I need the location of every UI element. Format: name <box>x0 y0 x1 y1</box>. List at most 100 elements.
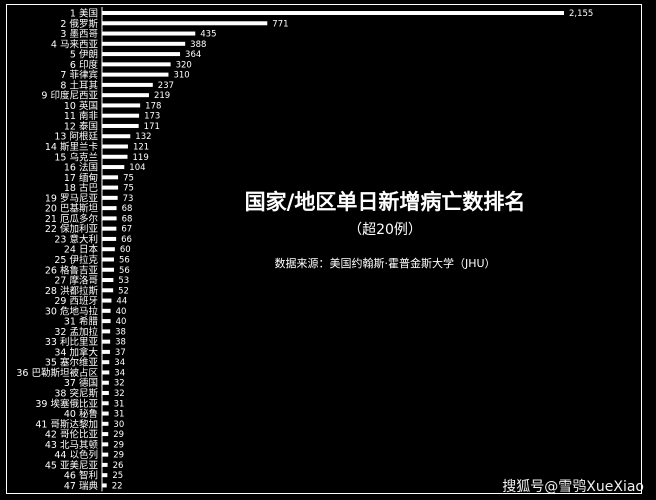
category-label: 45 亚美尼亚 <box>45 459 99 471</box>
category-label: 43 北马其顿 <box>45 439 99 451</box>
bar <box>102 452 109 457</box>
value-label: 34 <box>114 368 125 378</box>
category-label: 46 智利 <box>64 470 98 482</box>
value-label: 32 <box>114 379 125 389</box>
value-label: 75 <box>123 173 134 183</box>
bar <box>102 401 109 406</box>
value-label: 121 <box>133 143 149 153</box>
bar <box>102 432 109 437</box>
bar <box>102 216 117 221</box>
category-label: 27 摩洛哥 <box>54 275 98 287</box>
bar <box>102 462 108 467</box>
value-label: 40 <box>116 317 127 327</box>
bar <box>102 31 196 36</box>
value-label: 237 <box>158 81 174 91</box>
category-label: 16 法国 <box>64 162 98 174</box>
category-label: 5 伊朗 <box>70 49 98 61</box>
bar <box>102 144 128 149</box>
value-label: 38 <box>115 338 126 348</box>
category-label: 11 南非 <box>64 110 99 122</box>
value-label: 2,155 <box>569 9 593 19</box>
bar <box>102 339 111 344</box>
category-label: 39 埃塞俄比亚 <box>35 398 98 410</box>
bar <box>102 360 110 365</box>
bar <box>102 185 119 190</box>
value-label: 52 <box>118 286 129 296</box>
category-label: 14 斯里兰卡 <box>45 141 99 153</box>
value-label: 37 <box>115 348 126 358</box>
chart-frame <box>6 4 642 494</box>
bar <box>102 442 109 447</box>
bar <box>102 134 131 139</box>
category-label: 25 伊拉克 <box>54 254 98 266</box>
bar <box>102 473 108 478</box>
category-label: 22 保加利亚 <box>45 223 99 235</box>
value-label: 53 <box>118 276 129 286</box>
bar <box>102 278 114 283</box>
bar <box>102 175 119 180</box>
category-label: 2 俄罗斯 <box>60 18 98 30</box>
category-label: 36 巴勒斯坦被占区 <box>16 367 98 379</box>
bar <box>102 390 109 395</box>
category-label: 4 马来西亚 <box>51 39 99 50</box>
value-label: 435 <box>200 30 216 40</box>
category-label: 38 突尼斯 <box>54 387 98 399</box>
category-label: 29 西班牙 <box>54 295 98 307</box>
category-label: 24 日本 <box>64 244 99 256</box>
category-label: 7 菲律宾 <box>60 69 98 81</box>
category-label: 47 瑞典 <box>64 480 99 492</box>
category-label: 23 意大利 <box>54 233 98 245</box>
bar <box>102 123 139 128</box>
value-label: 173 <box>144 112 160 122</box>
bar <box>102 21 268 26</box>
value-label: 68 <box>122 214 133 224</box>
bar <box>102 11 564 15</box>
value-label: 30 <box>113 420 124 430</box>
category-label: 15 乌克兰 <box>54 151 98 163</box>
value-label: 31 <box>114 399 125 409</box>
bar <box>102 154 128 159</box>
value-label: 104 <box>129 163 145 173</box>
value-label: 22 <box>112 481 123 491</box>
bar <box>102 411 109 416</box>
category-label: 12 泰国 <box>64 120 98 132</box>
bar <box>102 370 110 375</box>
category-label: 42 哥伦比亚 <box>45 429 99 441</box>
value-label: 44 <box>116 297 127 307</box>
category-label: 28 洪都拉斯 <box>45 285 99 297</box>
bar <box>102 206 117 211</box>
bar <box>102 103 141 108</box>
bar <box>102 93 149 98</box>
value-label: 32 <box>114 389 125 399</box>
value-label: 29 <box>113 440 124 450</box>
bar <box>102 349 110 354</box>
category-label: 13 阿根廷 <box>54 131 98 143</box>
bar <box>102 298 112 303</box>
value-label: 310 <box>173 71 189 81</box>
value-label: 171 <box>144 122 160 132</box>
category-label: 18 古巴 <box>64 182 98 194</box>
value-label: 34 <box>114 358 125 368</box>
bar <box>102 165 125 170</box>
bar <box>102 257 115 262</box>
value-label: 31 <box>114 410 125 420</box>
category-label: 32 孟加拉 <box>54 326 98 338</box>
value-label: 56 <box>119 255 130 265</box>
category-label: 26 格鲁吉亚 <box>45 264 99 276</box>
category-label: 30 危地马拉 <box>45 305 99 317</box>
value-label: 320 <box>176 60 192 70</box>
category-label: 10 英国 <box>64 100 98 112</box>
value-label: 132 <box>135 132 151 142</box>
value-label: 75 <box>123 184 134 194</box>
bar <box>102 52 181 57</box>
category-label: 17 缅甸 <box>64 172 98 184</box>
value-label: 29 <box>113 430 124 440</box>
value-label: 67 <box>121 225 132 235</box>
category-label: 33 利比里亚 <box>45 336 99 348</box>
category-label: 8 土耳其 <box>60 79 98 91</box>
value-label: 25 <box>112 471 123 481</box>
value-label: 388 <box>190 40 206 50</box>
value-label: 178 <box>145 101 161 111</box>
bar <box>102 113 140 118</box>
category-label: 21 厄瓜多尔 <box>45 213 99 225</box>
